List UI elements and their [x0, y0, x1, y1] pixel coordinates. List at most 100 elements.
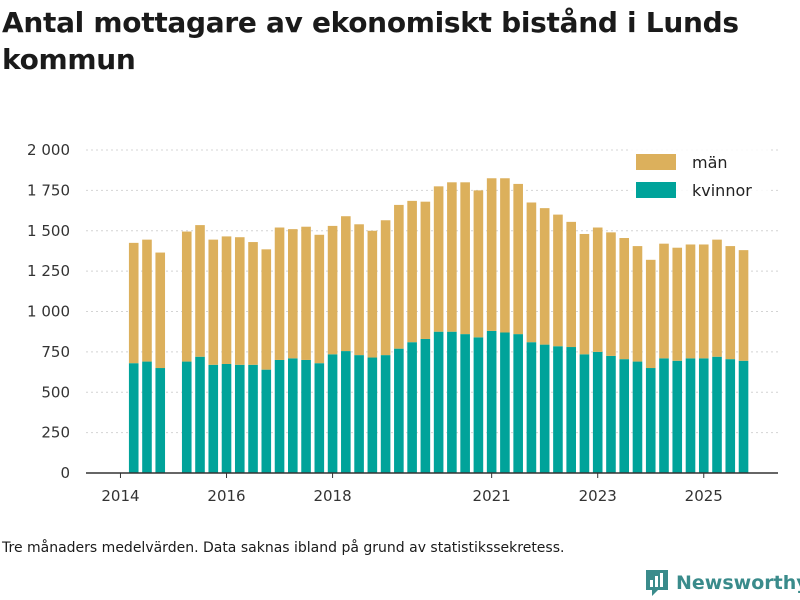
bar-man [128, 242, 139, 364]
legend: män kvinnor [630, 148, 770, 208]
y-tick-label: 750 [41, 343, 70, 361]
bar-man [566, 221, 576, 348]
bar-kvinnor [208, 364, 219, 473]
bar-kvinnor [327, 354, 338, 473]
bar-kvinnor [221, 363, 232, 473]
bar-man [526, 202, 537, 343]
bar-kvinnor [301, 359, 311, 473]
bar-man [500, 178, 510, 333]
brand-logo[interactable]: Newsworthy [644, 568, 800, 598]
bar-man [394, 204, 404, 349]
x-tick-label: 2018 [313, 487, 351, 505]
bar-man [420, 201, 431, 339]
y-tick-label: 1 000 [27, 303, 70, 321]
x-tick-label: 2021 [473, 487, 511, 505]
bar-man [738, 250, 749, 361]
bar-kvinnor [500, 332, 510, 473]
y-tick-label: 2 000 [27, 141, 70, 159]
bar-man [142, 239, 152, 362]
x-tick-label: 2023 [579, 487, 617, 505]
bar-kvinnor [645, 368, 656, 473]
bar-kvinnor [738, 360, 749, 473]
bar-man [685, 244, 696, 359]
bar-kvinnor [367, 357, 378, 473]
bar-man [341, 216, 351, 352]
bar-kvinnor [155, 368, 166, 473]
brand-name: Newsworthy [676, 572, 800, 594]
y-tick-label: 1 500 [27, 222, 70, 240]
bar-layer [128, 178, 749, 473]
bar-man [579, 233, 590, 355]
bar-man [725, 246, 736, 360]
bar-man [367, 230, 378, 358]
y-tick-label: 1 750 [27, 181, 70, 199]
bar-kvinnor [274, 359, 285, 473]
bar-man [181, 231, 192, 362]
bar-man [447, 182, 457, 332]
bar-kvinnor [420, 338, 431, 473]
bar-kvinnor [632, 361, 643, 473]
chart-title: Antal mottagare av ekonomiskt bistånd i … [2, 6, 739, 76]
bar-kvinnor [698, 358, 709, 473]
bar-kvinnor [539, 344, 550, 473]
bar-kvinnor [433, 331, 444, 473]
y-tick-label: 1 250 [27, 262, 70, 280]
bar-kvinnor [659, 358, 669, 473]
bar-kvinnor [234, 364, 245, 473]
bar-kvinnor [606, 355, 616, 473]
bar-man [380, 220, 391, 356]
legend-swatch [636, 154, 676, 170]
bar-man [354, 224, 364, 356]
bar-kvinnor [592, 351, 603, 473]
bar-man [155, 252, 166, 369]
x-tick-label: 2025 [685, 487, 723, 505]
legend-swatch [636, 182, 676, 198]
bar-man [672, 247, 683, 361]
bar-man [314, 234, 325, 364]
bar-man [712, 239, 722, 357]
bar-kvinnor [566, 347, 576, 473]
bar-kvinnor [195, 356, 205, 473]
bar-man [208, 239, 219, 365]
bar-man [261, 249, 272, 370]
bar-kvinnor [394, 348, 404, 473]
bar-man [539, 208, 550, 345]
bar-man [248, 242, 258, 365]
y-tick-label: 500 [41, 383, 70, 401]
bar-kvinnor [685, 358, 696, 473]
bar-man [288, 229, 298, 359]
bar-man [645, 259, 656, 369]
bar-man [619, 238, 630, 360]
footnote: Tre månaders medelvärden. Data saknas ib… [2, 540, 565, 556]
bar-kvinnor [181, 361, 192, 473]
legend-label: kvinnor [692, 181, 752, 200]
bar-kvinnor [447, 331, 457, 473]
bar-kvinnor [579, 354, 590, 473]
bar-kvinnor [341, 351, 351, 473]
bar-kvinnor [712, 356, 722, 473]
x-tick-label: 2016 [207, 487, 245, 505]
bar-man [407, 200, 417, 343]
bar-man [301, 226, 311, 360]
bar-man [460, 182, 470, 335]
legend-label: män [692, 153, 728, 172]
bar-kvinnor [473, 337, 484, 473]
bar-kvinnor [407, 342, 417, 473]
bar-kvinnor [248, 364, 258, 473]
bar-kvinnor [526, 342, 537, 473]
bar-man [327, 225, 338, 355]
bar-kvinnor [553, 346, 563, 473]
bar-kvinnor [486, 330, 497, 473]
bar-man [486, 178, 497, 331]
axis-layer: 0 250 500 750 1 000 1 250 1 500 1 750 2 000 2014 2… [27, 141, 778, 505]
bar-kvinnor [725, 359, 736, 473]
bar-man [433, 186, 444, 332]
bar-man [473, 190, 484, 338]
bar-man [234, 237, 245, 365]
bar-kvinnor [380, 355, 391, 473]
bar-man [606, 232, 616, 356]
bar-kvinnor [460, 334, 470, 473]
bar-man [274, 227, 285, 360]
bar-man [553, 214, 563, 347]
bar-kvinnor [619, 359, 630, 473]
